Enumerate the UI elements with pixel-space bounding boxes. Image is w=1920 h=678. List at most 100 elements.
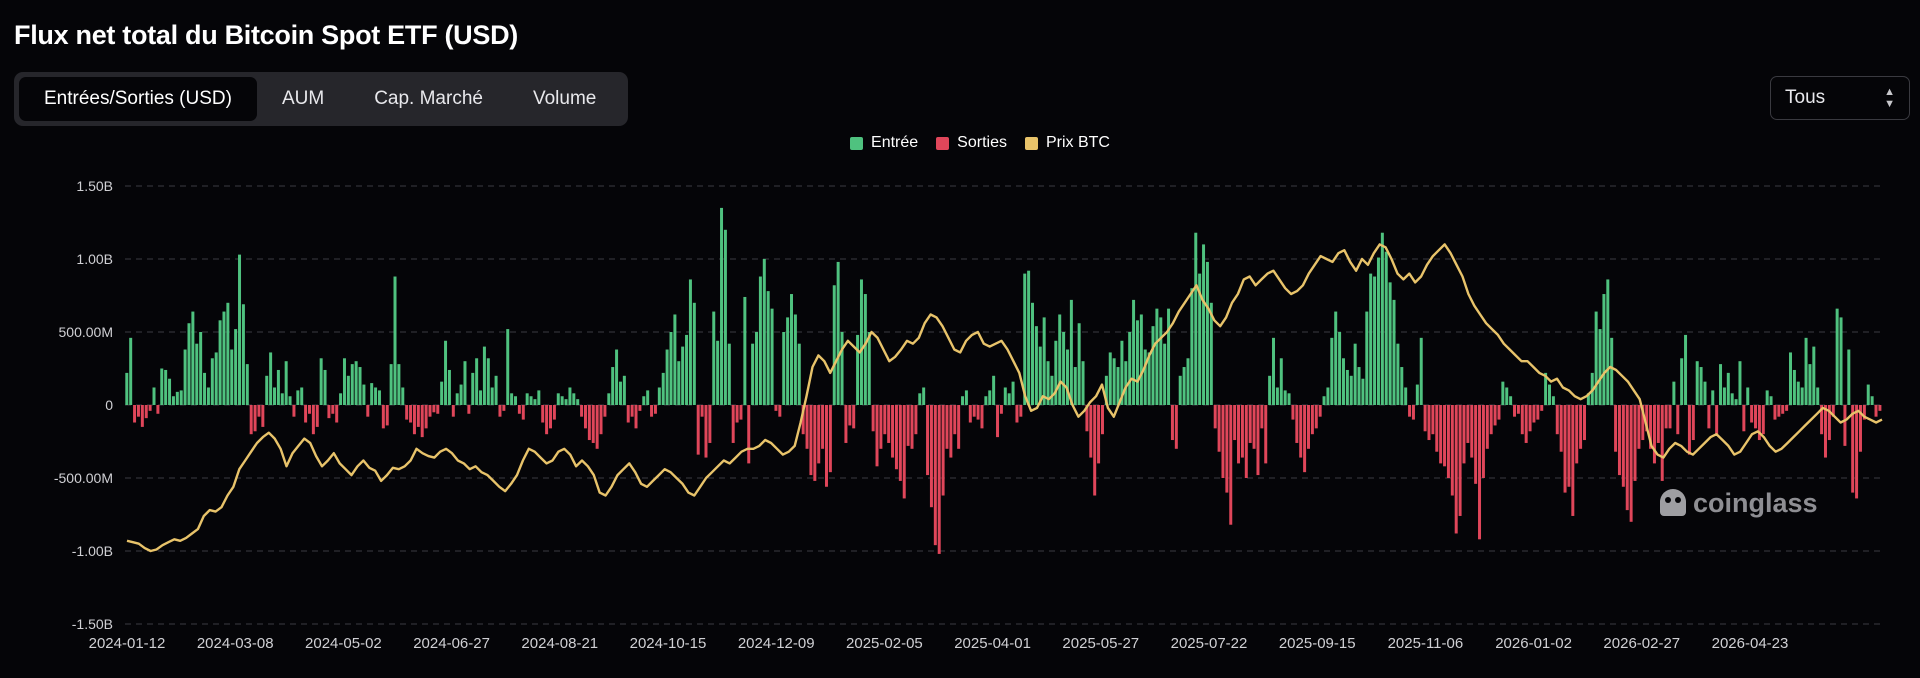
outflow-bar[interactable] bbox=[436, 405, 440, 414]
inflow-bar[interactable] bbox=[1361, 378, 1365, 405]
inflow-bar[interactable] bbox=[1415, 384, 1419, 405]
outflow-bar[interactable] bbox=[1652, 405, 1656, 464]
inflow-bar[interactable] bbox=[556, 393, 560, 405]
inflow-bar[interactable] bbox=[1143, 349, 1147, 405]
outflow-bar[interactable] bbox=[809, 405, 813, 476]
outflow-bar[interactable] bbox=[1582, 405, 1586, 441]
outflow-bar[interactable] bbox=[1310, 405, 1314, 435]
inflow-bar[interactable] bbox=[1279, 358, 1283, 405]
inflow-bar[interactable] bbox=[1796, 381, 1800, 405]
inflow-bar[interactable] bbox=[1135, 320, 1139, 405]
inflow-bar[interactable] bbox=[1548, 384, 1551, 405]
outflow-bar[interactable] bbox=[1217, 405, 1221, 452]
outflow-bar[interactable] bbox=[1213, 405, 1217, 429]
inflow-bar[interactable] bbox=[1734, 399, 1738, 405]
outflow-bar[interactable] bbox=[1571, 405, 1575, 516]
outflow-bar[interactable] bbox=[1466, 405, 1470, 443]
outflow-bar[interactable] bbox=[1450, 405, 1454, 496]
outflow-bar[interactable] bbox=[926, 405, 930, 476]
outflow-bar[interactable] bbox=[945, 405, 949, 449]
inflow-bar[interactable] bbox=[1544, 372, 1548, 405]
inflow-bar[interactable] bbox=[1011, 381, 1015, 405]
inflow-bar[interactable] bbox=[836, 261, 840, 405]
outflow-bar[interactable] bbox=[1855, 405, 1859, 499]
outflow-bar[interactable] bbox=[1691, 405, 1695, 441]
inflow-bar[interactable] bbox=[506, 329, 510, 405]
inflow-bar[interactable] bbox=[1334, 311, 1338, 405]
outflow-bar[interactable] bbox=[549, 405, 552, 429]
outflow-bar[interactable] bbox=[552, 405, 556, 420]
inflow-bar[interactable] bbox=[1108, 352, 1112, 405]
outflow-bar[interactable] bbox=[883, 405, 887, 435]
outflow-bar[interactable] bbox=[1170, 405, 1174, 441]
outflow-bar[interactable] bbox=[1617, 405, 1621, 476]
outflow-bar[interactable] bbox=[335, 405, 339, 423]
outflow-bar[interactable] bbox=[1528, 405, 1532, 432]
inflow-bar[interactable] bbox=[576, 399, 580, 405]
inflow-bar[interactable] bbox=[1065, 349, 1069, 405]
outflow-bar[interactable] bbox=[1493, 405, 1497, 426]
outflow-bar[interactable] bbox=[416, 405, 420, 427]
outflow-bar[interactable] bbox=[1625, 405, 1629, 511]
inflow-bar[interactable] bbox=[440, 381, 444, 405]
outflow-bar[interactable] bbox=[599, 405, 603, 435]
inflow-bar[interactable] bbox=[1209, 302, 1213, 405]
outflow-bar[interactable] bbox=[257, 405, 261, 417]
outflow-bar[interactable] bbox=[1878, 405, 1882, 411]
inflow-bar[interactable] bbox=[615, 349, 619, 405]
outflow-bar[interactable] bbox=[1516, 405, 1520, 414]
inflow-bar[interactable] bbox=[1586, 393, 1590, 405]
inflow-bar[interactable] bbox=[160, 368, 164, 406]
inflow-bar[interactable] bbox=[751, 343, 755, 405]
inflow-bar[interactable] bbox=[183, 349, 187, 405]
outflow-bar[interactable] bbox=[1540, 405, 1544, 411]
outflow-bar[interactable] bbox=[603, 405, 607, 417]
inflow-bar[interactable] bbox=[1031, 302, 1034, 405]
outflow-bar[interactable] bbox=[1264, 405, 1268, 464]
outflow-bar[interactable] bbox=[133, 405, 137, 423]
tab-market-cap[interactable]: Cap. Marché bbox=[374, 88, 483, 109]
outflow-bar[interactable] bbox=[136, 405, 140, 417]
outflow-bar[interactable] bbox=[1781, 405, 1785, 414]
outflow-bar[interactable] bbox=[521, 405, 525, 420]
inflow-bar[interactable] bbox=[459, 384, 463, 405]
inflow-bar[interactable] bbox=[537, 390, 541, 405]
inflow-bar[interactable] bbox=[1139, 314, 1143, 405]
outflow-bar[interactable] bbox=[304, 405, 308, 423]
inflow-bar[interactable] bbox=[1038, 346, 1042, 405]
outflow-bar[interactable] bbox=[1668, 405, 1672, 429]
inflow-bar[interactable] bbox=[677, 361, 681, 405]
inflow-bar[interactable] bbox=[389, 364, 393, 405]
inflow-bar[interactable] bbox=[1275, 387, 1279, 405]
inflow-bar[interactable] bbox=[377, 390, 381, 405]
inflow-bar[interactable] bbox=[370, 383, 374, 405]
inflow-bar[interactable] bbox=[618, 381, 622, 405]
outflow-bar[interactable] bbox=[1431, 405, 1435, 435]
outflow-bar[interactable] bbox=[1563, 405, 1567, 493]
outflow-bar[interactable] bbox=[1423, 405, 1427, 432]
inflow-bar[interactable] bbox=[1396, 343, 1400, 405]
inflow-bar[interactable] bbox=[1007, 393, 1011, 405]
outflow-bar[interactable] bbox=[366, 405, 370, 417]
outflow-bar[interactable] bbox=[634, 405, 638, 429]
outflow-bar[interactable] bbox=[424, 405, 428, 429]
outflow-bar[interactable] bbox=[898, 405, 902, 481]
outflow-bar[interactable] bbox=[1485, 405, 1489, 449]
inflow-bar[interactable] bbox=[961, 396, 965, 405]
outflow-bar[interactable] bbox=[467, 405, 471, 414]
inflow-bar[interactable] bbox=[1353, 343, 1357, 405]
outflow-bar[interactable] bbox=[580, 405, 584, 417]
inflow-bar[interactable] bbox=[1198, 273, 1202, 405]
inflow-bar[interactable] bbox=[984, 396, 988, 405]
outflow-bar[interactable] bbox=[1555, 405, 1559, 435]
outflow-bar[interactable] bbox=[1513, 405, 1517, 417]
inflow-bar[interactable] bbox=[191, 311, 195, 405]
outflow-bar[interactable] bbox=[1260, 405, 1264, 429]
outflow-bar[interactable] bbox=[1295, 405, 1299, 443]
outflow-bar[interactable] bbox=[1633, 405, 1637, 481]
outflow-bar[interactable] bbox=[1660, 405, 1664, 481]
outflow-bar[interactable] bbox=[1093, 405, 1097, 496]
inflow-bar[interactable] bbox=[1365, 311, 1369, 405]
inflow-bar[interactable] bbox=[1730, 393, 1734, 405]
outflow-bar[interactable] bbox=[1664, 405, 1668, 429]
